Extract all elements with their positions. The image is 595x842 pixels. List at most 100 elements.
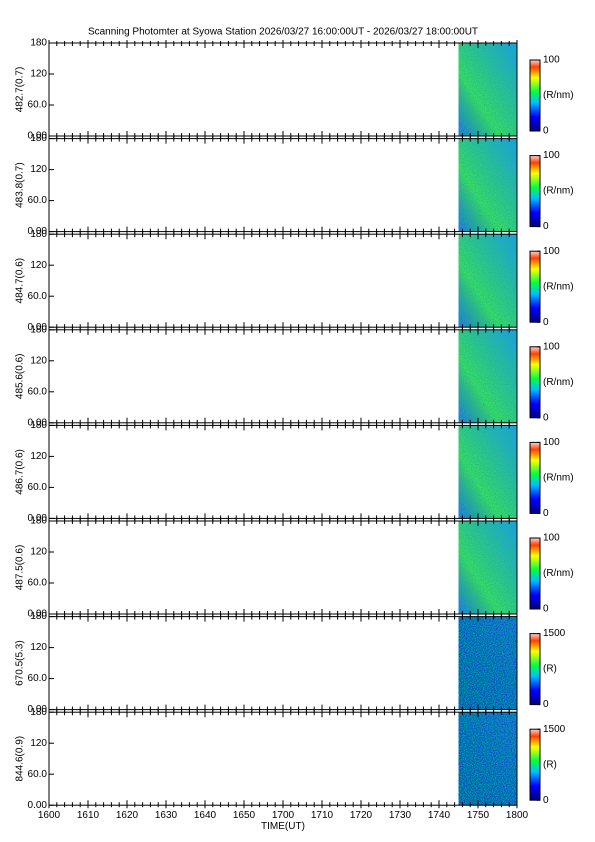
colorbar-unit: (R/nm) <box>543 377 574 388</box>
colorbar-tick-label: 1500 <box>543 724 566 735</box>
heatmap <box>458 138 517 232</box>
heatmap <box>458 712 517 806</box>
plot-frame <box>48 424 518 519</box>
y-axis-label: 485.6(0.6) <box>15 354 26 400</box>
colorbar <box>529 346 541 419</box>
colorbar-unit: (R) <box>543 664 557 675</box>
y-tick-label: 0.00 <box>28 513 48 524</box>
colorbar-tick-label: 100 <box>543 246 560 257</box>
y-tick-label: 180 <box>30 324 47 335</box>
y-tick-label: 0.00 <box>28 417 48 428</box>
colorbar-tick-label: 100 <box>543 437 560 448</box>
chart-title: Scanning Photomter at Syowa Station 2026… <box>88 27 478 38</box>
heatmap <box>458 43 517 136</box>
x-tick-label: 1630 <box>155 810 178 821</box>
y-tick-label: 0.00 <box>28 609 48 620</box>
x-tick-label: 1700 <box>272 810 295 821</box>
plot-frame <box>48 42 518 137</box>
plot-frame <box>48 233 518 328</box>
heatmap <box>458 616 517 710</box>
y-tick-label: 60.0 <box>28 769 48 780</box>
plot-frame <box>48 329 518 424</box>
y-tick-label: 0.00 <box>28 226 48 237</box>
y-tick-label: 0.00 <box>28 704 48 715</box>
colorbar <box>529 155 541 228</box>
colorbar-unit: (R/nm) <box>543 90 574 101</box>
heatmap <box>458 521 517 614</box>
x-tick-label: 1620 <box>116 810 139 821</box>
colorbar-unit: (R/nm) <box>543 281 574 292</box>
x-tick-label: 1750 <box>467 810 490 821</box>
y-tick-label: 120 <box>30 355 47 366</box>
colorbar-tick-label: 100 <box>543 341 560 352</box>
x-tick-label: 1610 <box>77 810 100 821</box>
y-tick-label: 120 <box>30 260 47 271</box>
y-axis-label: 844.6(0.9) <box>15 736 26 782</box>
heatmap <box>458 329 517 423</box>
y-axis-label: 486.7(0.6) <box>15 449 26 495</box>
colorbar <box>529 728 541 801</box>
colorbar-unit: (R/nm) <box>543 186 574 197</box>
y-tick-label: 120 <box>30 451 47 462</box>
y-axis-label: 483.8(0.7) <box>15 162 26 208</box>
colorbar-tick-label: 0 <box>543 317 549 328</box>
colorbar-tick-label: 0 <box>543 795 549 806</box>
colorbar-tick-label: 0 <box>543 221 549 232</box>
colorbar-unit: (R/nm) <box>543 473 574 484</box>
colorbar-tick-label: 100 <box>543 55 560 66</box>
plot-frame <box>48 520 518 615</box>
plot-frame <box>48 138 518 233</box>
x-tick-label: 1640 <box>194 810 217 821</box>
x-tick-label: 1710 <box>311 810 334 821</box>
colorbar <box>529 537 541 610</box>
colorbar <box>529 441 541 514</box>
x-axis-label: TIME(UT) <box>261 821 305 832</box>
y-tick-label: 0.00 <box>28 322 48 333</box>
y-tick-label: 0.00 <box>28 800 48 811</box>
y-tick-label: 120 <box>30 738 47 749</box>
y-tick-label: 180 <box>30 611 47 622</box>
y-tick-label: 60.0 <box>28 100 48 111</box>
y-tick-label: 120 <box>30 642 47 653</box>
x-tick-label: 1600 <box>38 810 61 821</box>
y-tick-label: 60.0 <box>28 291 48 302</box>
plot-frame <box>48 711 518 806</box>
plot-frame <box>48 616 518 711</box>
y-tick-label: 120 <box>30 547 47 558</box>
y-tick-label: 60.0 <box>28 195 48 206</box>
colorbar-unit: (R/nm) <box>543 568 574 579</box>
colorbar <box>529 633 541 706</box>
y-tick-label: 180 <box>30 229 47 240</box>
y-tick-label: 120 <box>30 164 47 175</box>
x-tick-label: 1720 <box>350 810 373 821</box>
x-tick-label: 1650 <box>233 810 256 821</box>
y-tick-label: 180 <box>30 707 47 718</box>
y-tick-label: 180 <box>30 133 47 144</box>
y-axis-label: 487.5(0.6) <box>15 545 26 591</box>
x-tick-label: 1730 <box>389 810 412 821</box>
y-tick-label: 60.0 <box>28 482 48 493</box>
colorbar-tick-label: 100 <box>543 150 560 161</box>
colorbar-tick-label: 100 <box>543 533 560 544</box>
colorbar-tick-label: 0 <box>543 508 549 519</box>
y-tick-label: 120 <box>30 69 47 80</box>
y-axis-label: 482.7(0.7) <box>15 67 26 113</box>
colorbar-tick-label: 0 <box>543 412 549 423</box>
heatmap <box>458 425 517 519</box>
colorbar-tick-label: 0 <box>543 699 549 710</box>
colorbar <box>529 250 541 323</box>
y-axis-label: 670.5(5.3) <box>15 640 26 686</box>
colorbar-tick-label: 1500 <box>543 628 566 639</box>
y-tick-label: 180 <box>30 516 47 527</box>
x-tick-label: 1740 <box>428 810 451 821</box>
y-tick-label: 60.0 <box>28 673 48 684</box>
colorbar-tick-label: 0 <box>543 126 549 137</box>
y-tick-label: 60.0 <box>28 578 48 589</box>
colorbar <box>529 59 541 132</box>
colorbar-unit: (R) <box>543 759 557 770</box>
y-tick-label: 180 <box>30 38 47 49</box>
x-tick-label: 1800 <box>506 810 529 821</box>
y-tick-label: 0.00 <box>28 131 48 142</box>
y-axis-label: 484.7(0.6) <box>15 258 26 304</box>
